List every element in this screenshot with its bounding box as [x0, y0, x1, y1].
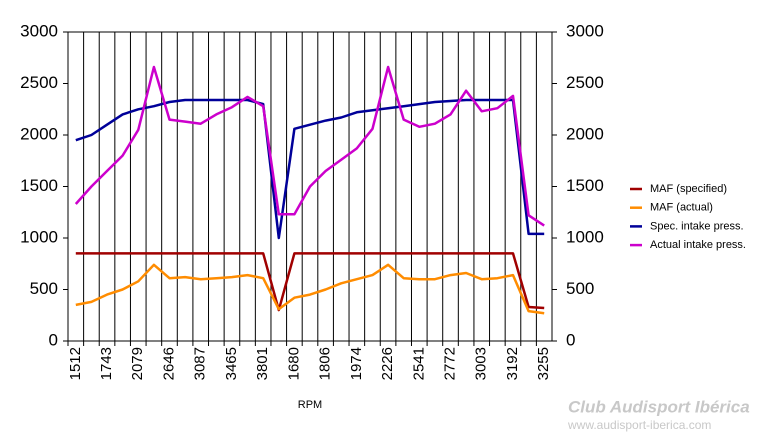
- y-tick-label: 2500: [20, 73, 58, 92]
- series-line: [75, 263, 545, 315]
- y2-tick-label: 1500: [566, 176, 604, 195]
- y-tick-label: 3000: [20, 21, 58, 40]
- x-tick-label: 3192: [504, 347, 521, 380]
- y-tick-label: 2000: [20, 124, 58, 143]
- y-tick-label: 1500: [20, 176, 58, 195]
- series-line: [74, 65, 545, 227]
- y2-tick-label: 2500: [566, 73, 604, 92]
- y2-tick-label: 0: [566, 330, 575, 349]
- series-line: [75, 98, 545, 240]
- y2-tick-label: 2000: [566, 124, 604, 143]
- x-tick-label: 1974: [348, 347, 365, 380]
- x-tick-label: 2541: [410, 347, 427, 380]
- legend-label: Spec. intake press.: [650, 220, 744, 232]
- x-tick-label: 1512: [67, 347, 84, 380]
- x-tick-label: 1806: [317, 347, 334, 380]
- y2-tick-label: 500: [566, 279, 594, 298]
- series-line: [75, 252, 545, 312]
- watermark-url: www.audisport-iberica.com: [567, 418, 711, 432]
- x-tick-label: 3801: [254, 347, 271, 380]
- y2-tick-label: 1000: [566, 227, 604, 246]
- x-tick-label: 2079: [129, 347, 146, 380]
- legend-label: MAF (specified): [650, 183, 727, 195]
- x-tick-label: 1680: [285, 347, 302, 380]
- watermark-title: Club Audisport Ibérica: [568, 397, 750, 416]
- x-tick-label: 3465: [223, 347, 240, 380]
- x-tick-label: 2226: [379, 347, 396, 380]
- y-tick-label: 0: [49, 330, 58, 349]
- x-tick-label: 3003: [473, 347, 490, 380]
- x-tick-label: 3087: [192, 347, 209, 380]
- y2-tick-label: 3000: [566, 21, 604, 40]
- x-tick-label: 3255: [535, 347, 552, 380]
- x-tick-label: 2772: [441, 347, 458, 380]
- x-axis-label: RPM: [298, 399, 322, 411]
- y-tick-label: 1000: [20, 227, 58, 246]
- x-tick-label: 2646: [160, 347, 177, 380]
- legend-label: Actual intake press.: [650, 239, 746, 251]
- legend-label: MAF (actual): [650, 202, 713, 214]
- y-tick-label: 500: [30, 279, 58, 298]
- x-tick-label: 1743: [98, 347, 115, 380]
